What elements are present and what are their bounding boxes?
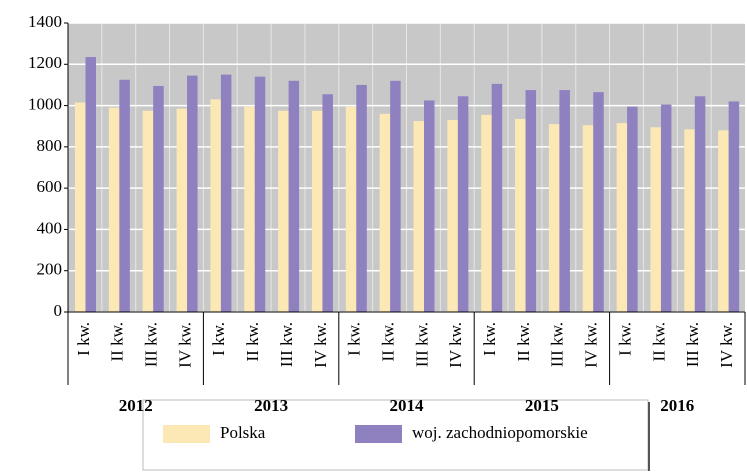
bar [176,108,188,313]
bar [548,124,560,313]
x-tick-label: II kw. [649,322,668,362]
bar [311,110,323,312]
bar [559,90,570,312]
bar [582,125,594,312]
x-tick-label: II kw. [108,322,127,362]
bar [684,129,695,312]
bar [254,76,266,313]
bar [593,92,604,313]
legend-swatch [163,425,210,443]
legend-label: Polska [220,423,266,442]
legend-swatch [355,425,402,443]
bar [390,80,401,312]
x-tick-label: I kw. [480,322,499,356]
bar [379,113,391,312]
bar [694,96,706,313]
y-tick-label: 1200 [28,53,62,72]
x-tick-label: IV kw. [311,322,330,368]
bar [728,101,740,312]
bar [85,57,96,312]
x-tick-label: IV kw. [717,322,736,368]
y-tick-label: 400 [37,218,63,237]
y-tick-label: 200 [37,260,63,279]
group-label: 2014 [390,396,425,415]
x-tick-label: II kw. [514,322,533,362]
y-tick-label: 0 [54,301,63,320]
x-tick-label: II kw. [378,322,397,362]
group-label: 2015 [525,396,559,415]
bar [108,107,120,312]
x-tick-label: I kw. [209,322,228,356]
bar [153,85,164,312]
bar [210,99,221,312]
x-tick-label: III kw. [412,322,431,367]
bar [424,100,435,313]
x-tick-label: IV kw. [175,322,194,368]
bar [75,102,86,312]
bar [447,120,458,313]
bar [244,106,255,312]
x-tick-label: III kw. [277,322,296,367]
bar [187,75,198,312]
bar [650,127,661,312]
bar [345,106,357,312]
x-tick-label: I kw. [345,322,364,356]
legend-label: woj. zachodniopomorskie [412,423,588,442]
bar [481,114,492,312]
y-tick-label: 800 [37,136,63,155]
group-label: 2013 [254,396,288,415]
bar [457,96,469,313]
bar [627,106,638,312]
x-tick-label: III kw. [142,322,161,367]
x-tick-label: II kw. [243,322,262,362]
bar [220,74,232,312]
x-tick-label: IV kw. [582,322,601,368]
bar [616,123,628,312]
group-label: 2016 [660,396,694,415]
bar [288,80,300,312]
bar [119,79,130,313]
x-tick-label: I kw. [615,322,634,356]
bar [525,90,537,312]
bar [413,121,424,312]
bar [515,118,526,312]
y-tick-label: 1000 [28,94,62,113]
bar [278,110,289,312]
bar [322,94,333,312]
x-tick-label: I kw. [74,322,93,356]
bar [356,84,367,312]
bar [660,104,672,313]
bar [142,110,154,312]
x-tick-label: IV kw. [446,322,465,368]
bar [718,130,729,312]
x-tick-label: III kw. [548,322,567,367]
y-tick-label: 600 [37,177,63,196]
x-tick-label: III kw. [683,322,702,367]
y-tick-label: 1400 [28,12,62,31]
bar [491,83,503,313]
group-label: 2012 [119,396,153,415]
